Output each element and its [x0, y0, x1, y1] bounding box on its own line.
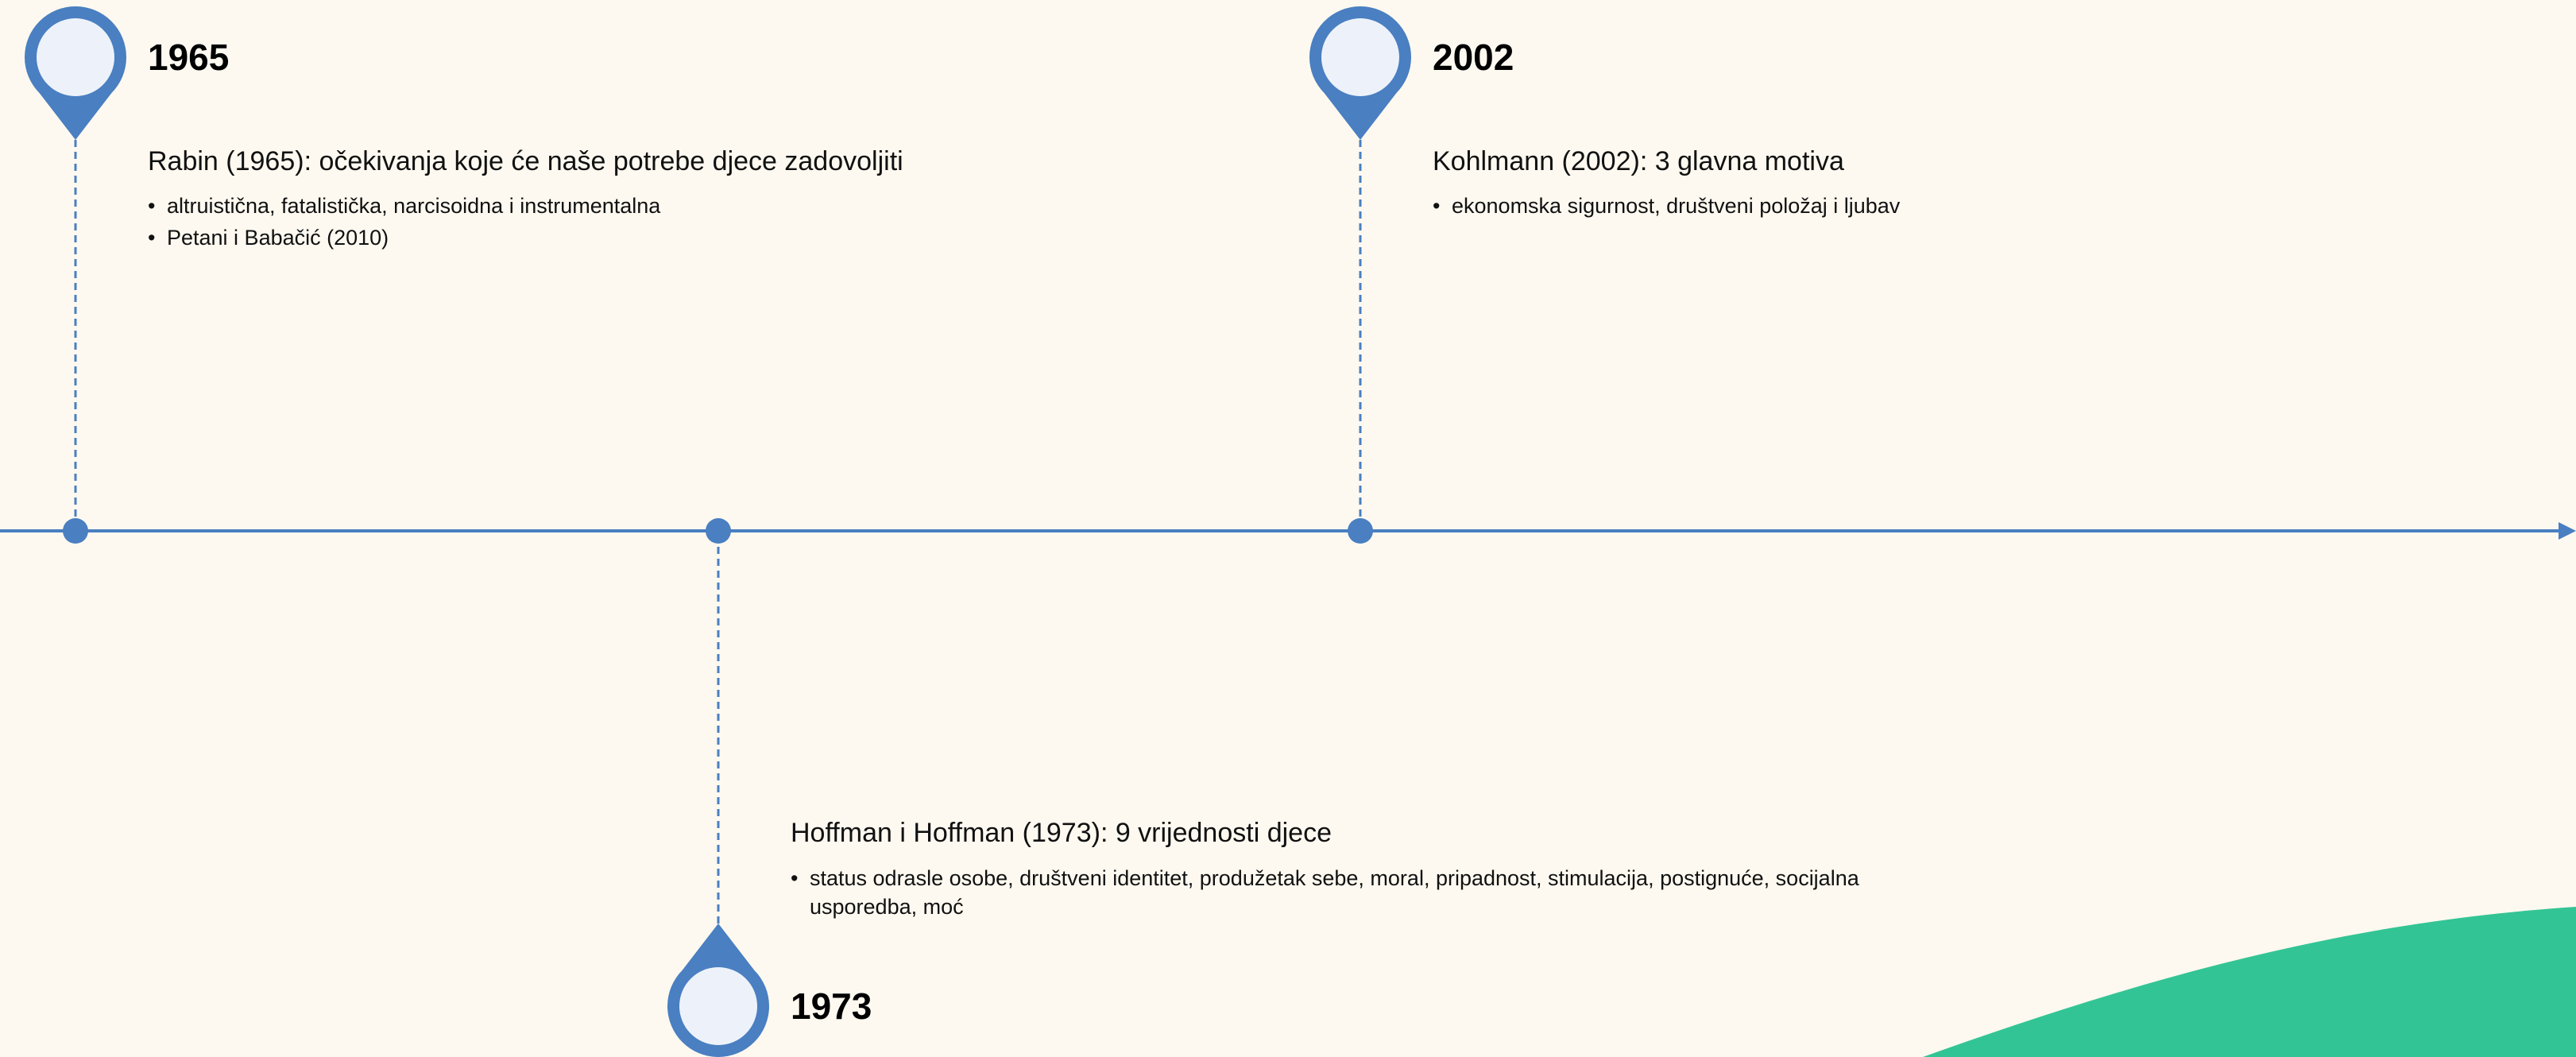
year-label: 1965 [148, 33, 229, 81]
pin-inner [37, 18, 114, 96]
slide: (() => { const data = JSON.parse(documen… [0, 0, 2576, 1057]
year-label: 2002 [1433, 33, 1514, 81]
timeline-dot [1348, 518, 1373, 544]
year-label: 1973 [791, 982, 872, 1030]
timeline-arrow [2559, 522, 2576, 540]
timeline-dot [63, 518, 88, 544]
timeline-dot [706, 518, 731, 544]
pin-inner [679, 967, 757, 1045]
bullet-list: status odrasle osobe, društveni identite… [791, 864, 1879, 924]
bullet-item: altruistična, fatalistička, narcisoidna … [148, 192, 1236, 220]
pin-inner [1321, 18, 1399, 96]
bullet-item: ekonomska sigurnost, društveni položaj i… [1433, 192, 2521, 220]
bullet-list: ekonomska sigurnost, društveni položaj i… [1433, 192, 2521, 223]
decor-shape [1923, 907, 2576, 1057]
bullet-list: altruistična, fatalistička, narcisoidna … [148, 192, 1236, 255]
event-heading: Hoffman i Hoffman (1973): 9 vrijednosti … [791, 815, 1332, 850]
bullet-item: status odrasle osobe, društveni identite… [791, 864, 1879, 921]
bullet-item: Petani i Babačić (2010) [148, 223, 1236, 252]
event-heading: Rabin (1965): očekivanja koje će naše po… [148, 144, 903, 179]
event-heading: Kohlmann (2002): 3 glavna motiva [1433, 144, 1844, 179]
